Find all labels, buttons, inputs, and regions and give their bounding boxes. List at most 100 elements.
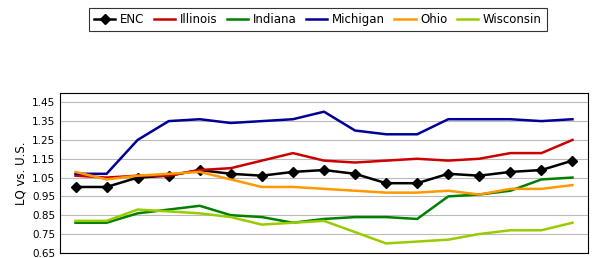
ENC bbox=[413, 182, 421, 185]
Ohio bbox=[227, 178, 235, 181]
Wisconsin bbox=[196, 212, 203, 215]
ENC bbox=[320, 168, 328, 172]
Michigan bbox=[72, 172, 79, 175]
ENC bbox=[538, 168, 545, 172]
Indiana bbox=[196, 204, 203, 207]
Indiana bbox=[227, 214, 235, 217]
Indiana bbox=[103, 221, 110, 224]
Wisconsin bbox=[72, 219, 79, 222]
Ohio bbox=[538, 187, 545, 190]
Ohio bbox=[569, 183, 576, 187]
Ohio bbox=[413, 191, 421, 194]
Ohio bbox=[72, 170, 79, 173]
Illinois bbox=[134, 174, 141, 177]
Ohio bbox=[445, 189, 452, 192]
Illinois bbox=[289, 151, 296, 155]
Michigan bbox=[352, 129, 359, 132]
ENC bbox=[289, 170, 296, 173]
Indiana bbox=[445, 195, 452, 198]
Illinois bbox=[476, 157, 483, 160]
Ohio bbox=[289, 186, 296, 189]
ENC bbox=[134, 176, 141, 179]
Illinois bbox=[352, 161, 359, 164]
Michigan bbox=[476, 118, 483, 121]
Wisconsin bbox=[103, 219, 110, 222]
Illinois bbox=[258, 159, 265, 162]
Ohio bbox=[258, 186, 265, 189]
Indiana bbox=[569, 176, 576, 179]
Michigan bbox=[413, 133, 421, 136]
Michigan bbox=[569, 118, 576, 121]
Michigan bbox=[103, 172, 110, 175]
Ohio bbox=[165, 172, 172, 175]
ENC bbox=[196, 168, 203, 172]
Michigan bbox=[134, 138, 141, 141]
Illinois bbox=[227, 167, 235, 170]
Illinois bbox=[445, 159, 452, 162]
Ohio bbox=[352, 189, 359, 192]
ENC bbox=[476, 174, 483, 177]
Illinois bbox=[165, 174, 172, 177]
Indiana bbox=[413, 217, 421, 221]
Wisconsin bbox=[134, 208, 141, 211]
Illinois bbox=[320, 159, 328, 162]
Indiana bbox=[289, 221, 296, 224]
Wisconsin bbox=[569, 221, 576, 224]
Line: Wisconsin: Wisconsin bbox=[76, 209, 572, 244]
ENC bbox=[569, 159, 576, 162]
ENC bbox=[165, 174, 172, 177]
Ohio bbox=[134, 174, 141, 177]
Y-axis label: LQ vs. U.S.: LQ vs. U.S. bbox=[15, 141, 28, 205]
Michigan bbox=[320, 110, 328, 113]
Ohio bbox=[507, 187, 514, 190]
Legend: ENC, Illinois, Indiana, Michigan, Ohio, Wisconsin: ENC, Illinois, Indiana, Michigan, Ohio, … bbox=[89, 9, 547, 31]
Wisconsin bbox=[383, 242, 390, 245]
Wisconsin bbox=[165, 210, 172, 213]
Wisconsin bbox=[352, 231, 359, 234]
Indiana bbox=[383, 215, 390, 219]
Indiana bbox=[258, 215, 265, 219]
Illinois bbox=[413, 157, 421, 160]
Indiana bbox=[72, 221, 79, 224]
Wisconsin bbox=[289, 221, 296, 224]
Ohio bbox=[103, 178, 110, 181]
Michigan bbox=[196, 118, 203, 121]
Illinois bbox=[569, 138, 576, 141]
Indiana bbox=[538, 178, 545, 181]
Line: Michigan: Michigan bbox=[76, 112, 572, 174]
Wisconsin bbox=[445, 238, 452, 241]
Wisconsin bbox=[227, 215, 235, 219]
ENC bbox=[227, 172, 235, 175]
Michigan bbox=[538, 119, 545, 123]
Michigan bbox=[165, 119, 172, 123]
Indiana bbox=[507, 189, 514, 192]
Michigan bbox=[289, 118, 296, 121]
Illinois bbox=[383, 159, 390, 162]
Illinois bbox=[196, 168, 203, 172]
Michigan bbox=[383, 133, 390, 136]
Indiana bbox=[165, 208, 172, 211]
Wisconsin bbox=[476, 232, 483, 236]
Illinois bbox=[507, 151, 514, 155]
Ohio bbox=[383, 191, 390, 194]
Wisconsin bbox=[258, 223, 265, 226]
Michigan bbox=[445, 118, 452, 121]
Michigan bbox=[507, 118, 514, 121]
Ohio bbox=[320, 187, 328, 190]
Illinois bbox=[538, 151, 545, 155]
Wisconsin bbox=[320, 219, 328, 222]
Michigan bbox=[258, 119, 265, 123]
Wisconsin bbox=[507, 229, 514, 232]
ENC bbox=[72, 186, 79, 189]
Line: Ohio: Ohio bbox=[76, 172, 572, 195]
ENC bbox=[445, 172, 452, 175]
Illinois bbox=[72, 174, 79, 177]
Ohio bbox=[476, 193, 483, 196]
Indiana bbox=[134, 212, 141, 215]
Line: Indiana: Indiana bbox=[76, 178, 572, 223]
ENC bbox=[507, 170, 514, 173]
Michigan bbox=[227, 122, 235, 125]
Ohio bbox=[196, 170, 203, 173]
ENC bbox=[258, 174, 265, 177]
Indiana bbox=[476, 193, 483, 196]
